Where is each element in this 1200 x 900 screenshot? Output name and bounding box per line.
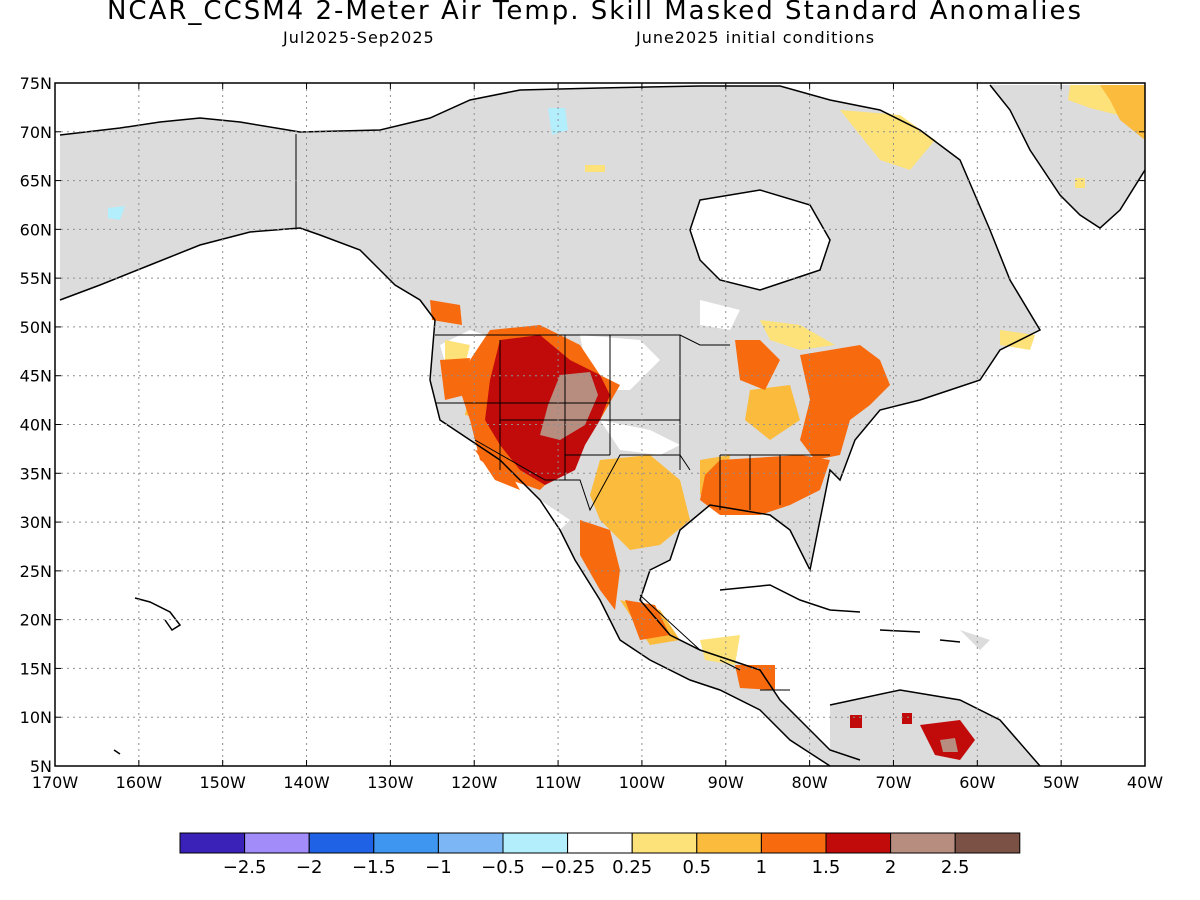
anomaly-neg-0.25	[108, 108, 568, 220]
lon-label: 70W	[875, 773, 911, 792]
colorbar-swatch	[502, 832, 569, 854]
colorbar-label: 2	[885, 857, 896, 878]
lat-label: 25N	[20, 562, 52, 581]
colorbar-swatch	[373, 832, 439, 854]
lon-label: 170W	[32, 773, 79, 792]
map-title: NCAR_CCSM4 2-Meter Air Temp. Skill Maske…	[106, 0, 1084, 26]
lat-label: 55N	[20, 269, 52, 288]
lon-label: 110W	[535, 773, 582, 792]
anomaly-2-2.5	[540, 372, 958, 752]
colorbar-label: −1	[425, 857, 452, 878]
colorbar-label: −0.25	[540, 857, 595, 878]
lat-label: 75N	[20, 74, 52, 93]
colorbar: −2.5 −2 −1.5 −1 −0.5 −0.25 0.25 0.5 1 1.5 2 2.5	[179, 832, 1021, 878]
lat-label: 70N	[20, 123, 52, 142]
colorbar-swatch	[179, 832, 246, 854]
lat-label: 10N	[20, 708, 52, 727]
lat-label: 30N	[20, 513, 52, 532]
colorbar-swatch	[567, 832, 633, 854]
graticule	[55, 83, 1145, 766]
lon-label: 100W	[619, 773, 666, 792]
lat-label: 45N	[20, 367, 52, 386]
lon-label: 80W	[792, 773, 828, 792]
lon-label: 160W	[116, 773, 163, 792]
colorbar-swatch	[825, 832, 892, 854]
colorbar-swatch	[631, 832, 698, 854]
colorbar-swatch	[244, 832, 310, 854]
lat-label: 35N	[20, 464, 52, 483]
colorbar-label: 2.5	[941, 857, 970, 878]
lat-label: 50N	[20, 318, 52, 337]
lat-label: 15N	[20, 659, 52, 678]
colorbar-label: −1.5	[352, 857, 396, 878]
map-content	[55, 83, 1145, 766]
colorbar-label: 1	[756, 857, 767, 878]
colorbar-swatch	[760, 832, 827, 854]
hudson-bay	[690, 190, 830, 290]
colorbar-label: 0.25	[612, 857, 652, 878]
longitude-labels: 170W 160W 150W 140W 130W 120W 110W 100W 90W 80W 70…	[32, 773, 1163, 792]
initial-conditions: June2025 initial conditions	[636, 28, 876, 47]
lon-label: 140W	[283, 773, 330, 792]
colorbar-label: −2.5	[223, 857, 267, 878]
lat-label: 65N	[20, 172, 52, 191]
lon-label: 60W	[959, 773, 995, 792]
axis-ticks	[54, 82, 1146, 767]
colorbar-swatch	[437, 832, 504, 854]
lon-label: 130W	[367, 773, 414, 792]
latitude-labels: 75N 70N 65N 60N 55N 50N 45N 40N 35N 30N 25N 20N 15N 1…	[20, 74, 52, 776]
lon-label: 90W	[708, 773, 744, 792]
lat-label: 40N	[20, 416, 52, 435]
lon-label: 120W	[451, 773, 498, 792]
forecast-period: Jul2025-Sep2025	[283, 28, 435, 47]
lon-label: 40W	[1127, 773, 1163, 792]
colorbar-label: −0.5	[481, 857, 525, 878]
colorbar-label: 0.5	[682, 857, 711, 878]
lat-label: 20N	[20, 611, 52, 630]
lat-label: 60N	[20, 220, 52, 239]
political-borders	[295, 134, 830, 691]
lat-label: 5N	[30, 757, 52, 776]
colorbar-label: −2	[296, 857, 323, 878]
lon-label: 50W	[1043, 773, 1079, 792]
colorbar-swatch	[890, 832, 956, 854]
colorbar-swatch	[696, 832, 762, 854]
coastlines	[59, 84, 1145, 766]
colorbar-label: 1.5	[812, 857, 841, 878]
lon-label: 150W	[200, 773, 247, 792]
colorbar-swatch	[954, 832, 1021, 854]
colorbar-swatch	[308, 832, 375, 854]
